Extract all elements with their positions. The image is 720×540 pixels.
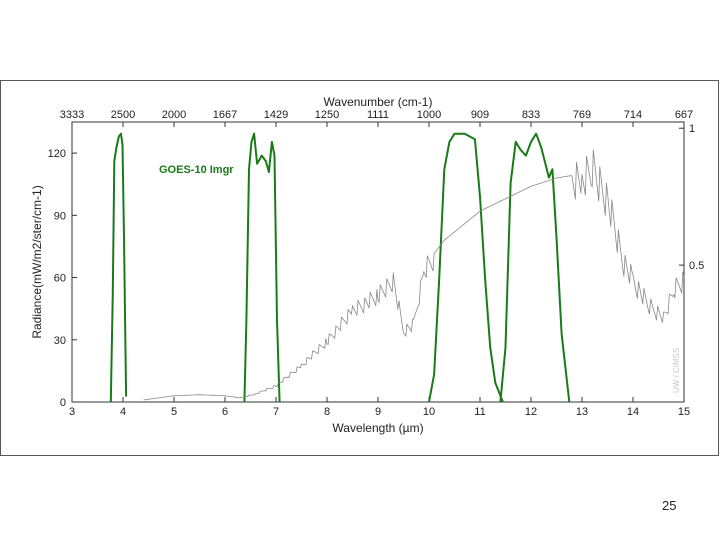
series-label: GOES-10 Imgr [159, 164, 234, 176]
y-tick-label: 0 [60, 397, 66, 409]
top-tick-label: 1429 [264, 109, 288, 121]
top-tick-label: 2000 [162, 109, 186, 121]
right-axis: 10.5 [679, 123, 704, 272]
x-axis: 3 4 5 6 7 8 9 10 11 12 13 14 15 [69, 397, 690, 418]
top-tick-label: 909 [471, 109, 489, 121]
y-axis: 0 30 60 90 120 [48, 148, 77, 409]
top-tick-label: 667 [675, 109, 693, 121]
x-tick-label: 10 [423, 406, 435, 418]
y-tick-label: 120 [48, 148, 66, 160]
y-tick-label: 30 [54, 335, 66, 347]
x-tick-label: 11 [474, 406, 485, 418]
right-tick-label: 1 [689, 123, 695, 135]
right-tick-label: 0.5 [689, 260, 704, 272]
top-tick-label: 2500 [111, 109, 135, 121]
top-tick-label: 1250 [315, 109, 339, 121]
top-axis-title: Wavenumber (cm-1) [324, 95, 433, 109]
x-tick-label: 13 [576, 406, 588, 418]
response-band-4 [499, 132, 571, 403]
spectral-chart: 3 4 5 6 7 8 9 10 11 12 13 14 15 0 30 60 90 120 3333 2500 2… [30, 95, 704, 435]
x-tick-label: 4 [120, 406, 126, 418]
y-tick-label: 60 [54, 273, 66, 285]
response-band-2 [243, 132, 281, 403]
top-tick-label: 833 [522, 109, 540, 121]
x-axis-title: Wavelength (µm) [332, 421, 423, 435]
y-axis-title: Radiance(mW/m2/ster/cm-1) [30, 185, 44, 338]
radiance-spectrum-line [143, 149, 685, 401]
x-tick-label: 12 [525, 406, 537, 418]
top-tick-label: 3333 [60, 109, 84, 121]
top-tick-label: 1667 [213, 109, 237, 121]
x-tick-label: 7 [273, 406, 279, 418]
top-tick-label: 1111 [367, 109, 389, 121]
x-tick-label: 5 [171, 406, 177, 418]
response-band-3 [428, 132, 504, 403]
y-tick-label: 90 [54, 210, 66, 222]
x-tick-label: 15 [678, 406, 690, 418]
figure-frame: 3 4 5 6 7 8 9 10 11 12 13 14 15 0 30 60 90 120 3333 2500 2… [0, 80, 719, 456]
top-tick-label: 714 [624, 109, 642, 121]
x-tick-label: 3 [69, 406, 75, 418]
series-layer [109, 132, 685, 403]
x-tick-label: 8 [324, 406, 330, 418]
x-tick-label: 6 [222, 406, 228, 418]
page-number: 25 [662, 498, 677, 513]
top-axis: 3333 2500 2000 1667 1429 1250 1111 1000 909 833 76… [60, 109, 693, 127]
x-tick-label: 14 [627, 406, 639, 418]
top-tick-label: 1000 [417, 109, 441, 121]
x-tick-label: 9 [375, 406, 381, 418]
response-band-1 [109, 132, 128, 403]
top-tick-label: 769 [573, 109, 591, 121]
watermark: UW / CIMSS [672, 348, 681, 393]
